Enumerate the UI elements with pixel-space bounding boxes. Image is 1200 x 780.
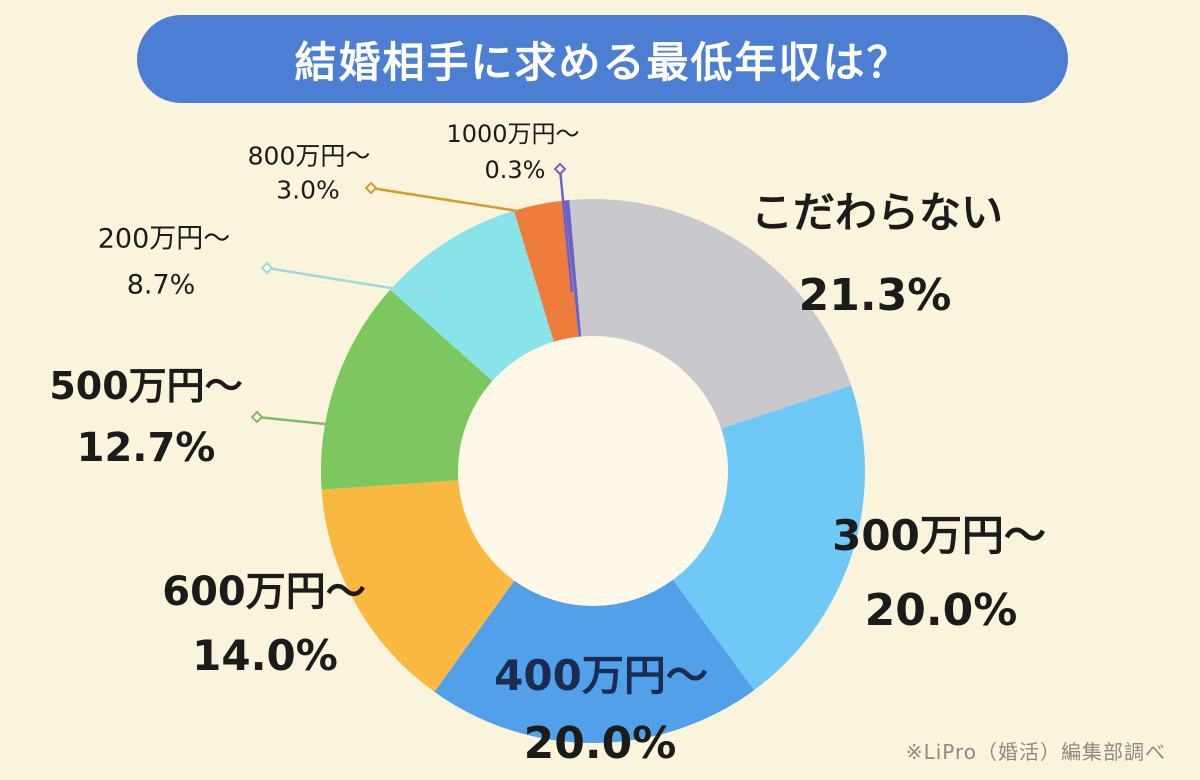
leader-line-500man — [256, 415, 326, 426]
pct-200man: 8.7% — [126, 269, 196, 301]
label-500man: 500万円〜 — [49, 364, 243, 408]
label-600man: 600万円〜 — [162, 569, 366, 615]
chart-title: 結婚相手に求める最低年収は？ — [294, 37, 911, 87]
pct-1000man: 0.3% — [484, 156, 546, 184]
pct-400man: 20.0% — [523, 718, 677, 769]
label-1000man: 1000万円〜 — [446, 120, 580, 148]
pie-segment-500man — [320, 289, 493, 490]
pie-segment-300man — [673, 385, 866, 691]
pct-500man: 12.7% — [76, 425, 216, 471]
pct-800man: 3.0% — [276, 175, 340, 205]
pct-kodawaranai: 21.3% — [798, 270, 952, 321]
pie-segment-1000man — [564, 200, 582, 337]
leader-diamond-800man — [364, 181, 378, 195]
leader-line-800man — [370, 186, 519, 213]
label-200man: 200万円〜 — [97, 223, 231, 255]
pie-segment-600man — [321, 480, 515, 692]
leader-diamond-1000man — [553, 162, 567, 176]
leader-line-200man — [266, 266, 441, 298]
label-300man: 300万円〜 — [832, 511, 1046, 560]
leader-diamond-500man — [250, 410, 264, 424]
leader-line-1000man — [558, 168, 574, 293]
leader-diamond-200man — [260, 261, 274, 275]
pie-segment-200man — [390, 210, 554, 381]
donut-hole — [456, 334, 730, 608]
pct-600man: 14.0% — [192, 631, 338, 680]
pie-segment-kodawaranai — [569, 198, 852, 429]
label-400man: 400万円〜 — [494, 651, 708, 700]
pie-segment-400man — [434, 579, 755, 743]
pct-300man: 20.0% — [864, 585, 1018, 636]
source-note: ※LiPro（婚活）編集部調べ — [905, 740, 1166, 764]
chart-title-banner: 結婚相手に求める最低年収は？ — [137, 15, 1068, 103]
label-800man: 800万円〜 — [247, 141, 371, 171]
label-kodawaranai: こだわらない — [750, 188, 1004, 237]
pie-segment-800man — [514, 200, 579, 342]
